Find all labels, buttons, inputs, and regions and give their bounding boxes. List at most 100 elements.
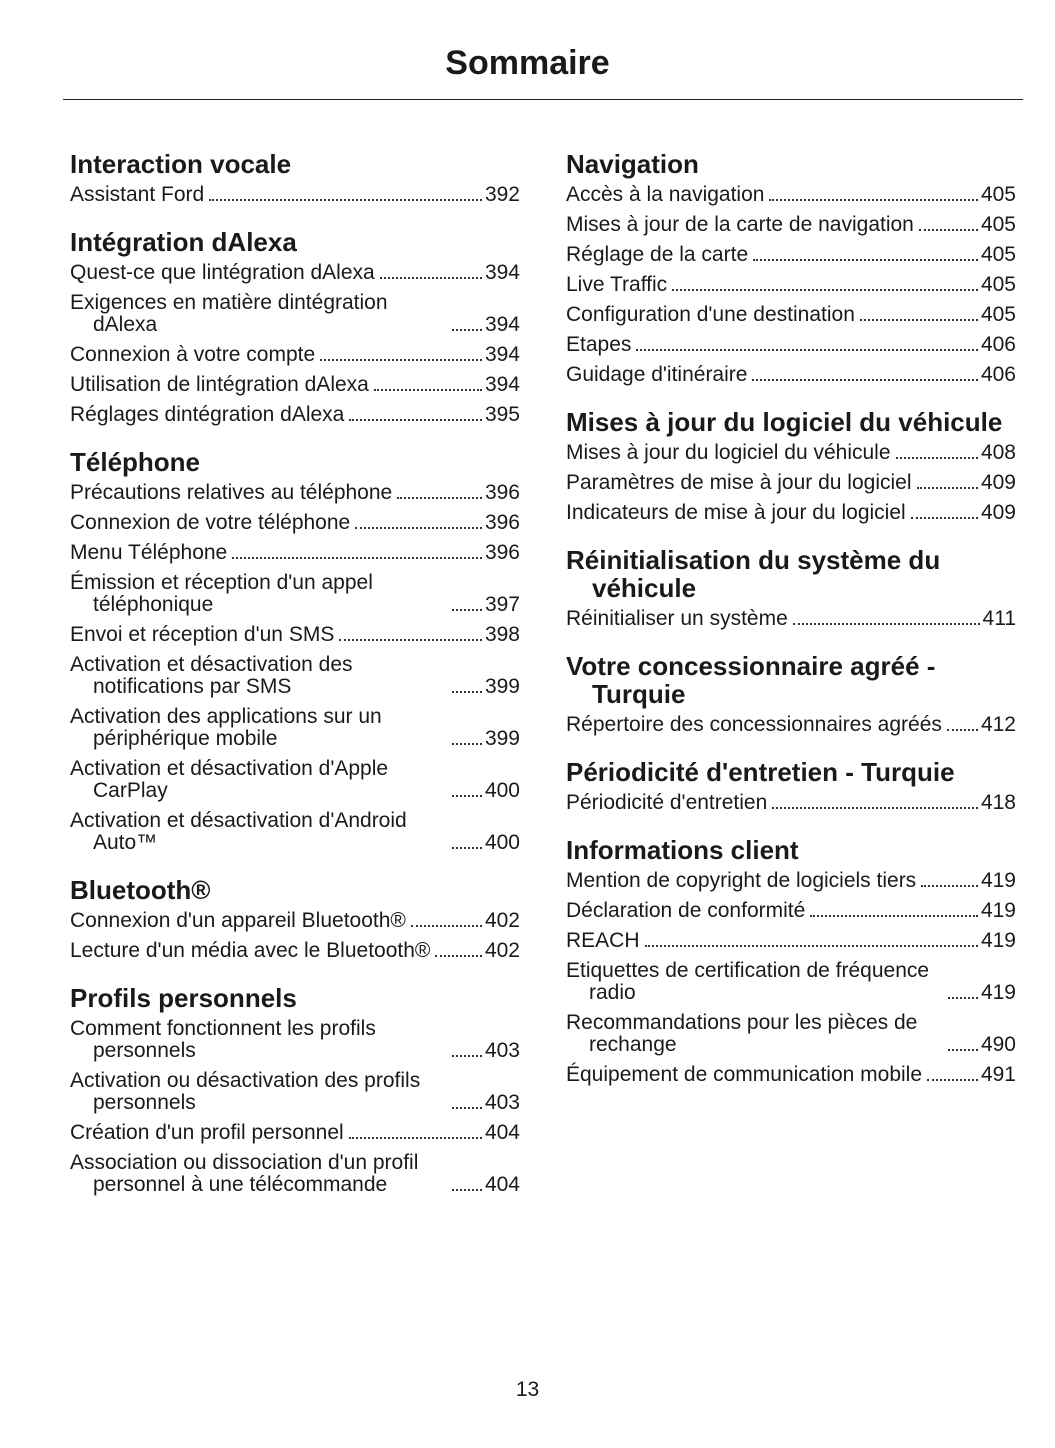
- dot-leader: [435, 955, 482, 957]
- entry-page: 405: [980, 273, 1016, 296]
- entry-page: 397: [484, 593, 520, 616]
- toc-entry: Création d'un profil personnel 404: [70, 1122, 520, 1144]
- entry-label: Activation et désactivation d'Apple CarP…: [70, 757, 389, 802]
- dot-leader: [895, 457, 978, 459]
- toc-entry: Indicateurs de mise à jour du logiciel 40…: [566, 502, 1016, 524]
- entry-page: 409: [980, 501, 1016, 524]
- section-title: Profils personnels: [70, 983, 297, 1013]
- dot-leader: [752, 379, 978, 381]
- toc-entry: Équipement de communication mobile 491: [566, 1064, 1016, 1086]
- entry-page: 396: [484, 511, 520, 534]
- dot-leader: [451, 329, 482, 331]
- entry-page: 404: [484, 1121, 520, 1144]
- toc-entry: Activation et désactivation des notifica…: [70, 654, 520, 698]
- dot-leader: [397, 497, 482, 499]
- entry-page: 394: [484, 343, 520, 366]
- toc-entry: Périodicité d'entretien 418: [566, 792, 1016, 814]
- entry-page: 394: [484, 373, 520, 396]
- toc-entry: Précautions relatives au téléphone 396: [70, 482, 520, 504]
- dot-leader: [349, 419, 482, 421]
- entry-page: 394: [484, 261, 520, 284]
- entry-page: 396: [484, 541, 520, 564]
- dot-leader: [232, 557, 482, 559]
- toc-entry: Réglage de la carte 405: [566, 244, 1016, 266]
- entry-page: 392: [484, 183, 520, 206]
- entry-page: 396: [484, 481, 520, 504]
- dot-leader: [644, 945, 978, 947]
- entry-page: 419: [980, 981, 1016, 1004]
- dot-leader: [859, 319, 978, 321]
- toc-column: Navigation Accès à la navigation 405 Mises …: [566, 128, 1016, 1094]
- entry-page: 394: [484, 313, 520, 336]
- entry-label: Exigences en matière dintégration dAlexa: [70, 291, 388, 336]
- entry-label: Mention de copyright de logiciels tiers: [566, 869, 917, 892]
- toc-entry: Utilisation de lintégration dAlexa 394: [70, 374, 520, 396]
- toc-entry: Activation ou désactivation des profils …: [70, 1070, 520, 1114]
- toc-entry: REACH 419: [566, 930, 1016, 952]
- toc-entry: Mises à jour de la carte de navigation 40…: [566, 214, 1016, 236]
- entry-label: Accès à la navigation: [566, 183, 765, 206]
- entry-page: 403: [484, 1039, 520, 1062]
- dot-leader: [379, 277, 482, 279]
- page-number: 13: [515, 1378, 540, 1401]
- dot-leader: [451, 1189, 482, 1191]
- dot-leader: [348, 1137, 482, 1139]
- entry-label: Recommandations pour les pièces de recha…: [566, 1011, 918, 1056]
- dot-leader: [927, 1079, 978, 1081]
- toc-entry: Répertoire des concessionnaires agréés 41…: [566, 714, 1016, 736]
- toc-entry: Connexion d'un appareil Bluetooth® 402: [70, 910, 520, 932]
- entry-page: 399: [484, 675, 520, 698]
- entry-page: 411: [982, 607, 1016, 630]
- entry-label: Déclaration de conformité: [566, 899, 806, 922]
- entry-label: Réinitialiser un système: [566, 607, 788, 630]
- section-title: Intégration dAlexa: [70, 227, 297, 257]
- entry-label: Guidage d'itinéraire: [566, 363, 748, 386]
- entry-label: Création d'un profil personnel: [70, 1121, 344, 1144]
- entry-label: Périodicité d'entretien: [566, 791, 768, 814]
- entry-page: 405: [980, 213, 1016, 236]
- entry-page: 399: [484, 727, 520, 750]
- toc-column: Interaction vocale Assistant Ford 392 Intég…: [70, 128, 520, 1204]
- toc-entry: Réinitialiser un système 411: [566, 608, 1016, 630]
- entry-label: Comment fonctionnent les profils personn…: [70, 1017, 376, 1062]
- dot-leader: [355, 527, 482, 529]
- dot-leader: [339, 639, 482, 641]
- entry-page: 400: [484, 779, 520, 802]
- entry-page: 409: [980, 471, 1016, 494]
- section-title: Interaction vocale: [70, 149, 292, 179]
- entry-label: Précautions relatives au téléphone: [70, 481, 393, 504]
- toc-entry: Envoi et réception d'un SMS 398: [70, 624, 520, 646]
- entry-page: 395: [484, 403, 520, 426]
- entry-label: Activation et désactivation des notifica…: [70, 653, 353, 698]
- entry-label: Activation des applications sur un périp…: [70, 705, 382, 750]
- entry-label: Configuration d'une destination: [566, 303, 855, 326]
- entry-page: 405: [980, 303, 1016, 326]
- dot-leader: [947, 997, 978, 999]
- entry-page: 403: [484, 1091, 520, 1114]
- toc-entry: Assistant Ford 392: [70, 184, 520, 206]
- entry-label: Activation ou désactivation des profils …: [70, 1069, 421, 1114]
- toc-entry: Activation des applications sur un périp…: [70, 706, 520, 750]
- section-title: Téléphone: [70, 447, 201, 477]
- toc-entry: Menu Téléphone 396: [70, 542, 520, 564]
- entry-page: 491: [980, 1063, 1016, 1086]
- entry-page: 400: [484, 831, 520, 854]
- dot-leader: [753, 259, 978, 261]
- toc-entry: Activation et désactivation d'Apple CarP…: [70, 758, 520, 802]
- dot-leader: [916, 487, 978, 489]
- dot-leader: [772, 807, 978, 809]
- toc-entry: Exigences en matière dintégration dAlexa…: [70, 292, 520, 336]
- toc-entry: Activation et désactivation d'Android Au…: [70, 810, 520, 854]
- dot-leader: [451, 847, 482, 849]
- entry-label: Activation et désactivation d'Android Au…: [70, 809, 407, 854]
- section-title: Réinitialisation du système du véhicule: [566, 545, 941, 603]
- toc-entry: Émission et réception d'un appel télépho…: [70, 572, 520, 616]
- entry-label: Équipement de communication mobile: [566, 1063, 923, 1086]
- entry-page: 398: [484, 623, 520, 646]
- entry-label: Lecture d'un média avec le Bluetooth®: [70, 939, 431, 962]
- dot-leader: [672, 289, 978, 291]
- toc-entry: Association ou dissociation d'un profil …: [70, 1152, 520, 1196]
- section-title: Bluetooth®: [70, 875, 211, 905]
- section-title: Informations client: [566, 835, 799, 865]
